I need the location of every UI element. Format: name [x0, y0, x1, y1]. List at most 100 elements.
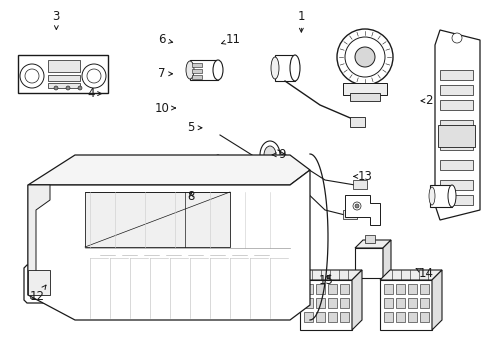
Bar [190, 60, 218, 80]
Polygon shape [28, 185, 50, 295]
Bar [48, 75, 80, 81]
Bar [192, 69, 202, 73]
Bar [350, 117, 365, 127]
Text: 10: 10 [154, 102, 175, 114]
Circle shape [116, 174, 128, 186]
Bar [384, 298, 393, 308]
Text: 3: 3 [52, 10, 60, 30]
Ellipse shape [260, 141, 280, 169]
Bar [396, 312, 405, 322]
Circle shape [119, 177, 125, 183]
Bar [396, 284, 405, 294]
Circle shape [115, 194, 118, 197]
Polygon shape [380, 270, 442, 280]
Text: 6: 6 [158, 33, 172, 46]
Text: 9: 9 [272, 148, 286, 161]
Bar [18, 55, 108, 93]
Bar [420, 312, 429, 322]
Circle shape [20, 64, 44, 88]
Bar [340, 284, 349, 294]
Text: 14: 14 [416, 267, 434, 280]
Polygon shape [300, 280, 352, 330]
Bar [340, 298, 349, 308]
Bar [48, 60, 80, 72]
Polygon shape [300, 270, 362, 280]
Bar [408, 298, 417, 308]
Polygon shape [345, 195, 380, 225]
Bar [384, 284, 393, 294]
Bar [28, 270, 50, 295]
Polygon shape [432, 270, 442, 330]
Bar [328, 312, 337, 322]
Bar [440, 85, 473, 95]
Bar [440, 180, 473, 190]
Circle shape [452, 33, 462, 43]
Bar [353, 180, 367, 189]
Circle shape [122, 194, 124, 197]
Polygon shape [383, 240, 391, 278]
Bar [192, 63, 202, 67]
Circle shape [337, 29, 393, 85]
Text: 2: 2 [421, 94, 433, 107]
Ellipse shape [448, 185, 456, 207]
Bar [328, 298, 337, 308]
Ellipse shape [213, 155, 223, 177]
Bar [408, 312, 417, 322]
Bar [190, 155, 218, 177]
Polygon shape [355, 248, 383, 278]
Bar [408, 284, 417, 294]
Bar [430, 185, 452, 207]
Circle shape [66, 86, 70, 90]
Bar [34, 274, 78, 294]
Bar [275, 55, 295, 81]
Bar [396, 298, 405, 308]
Ellipse shape [271, 57, 279, 79]
Bar [420, 284, 429, 294]
Circle shape [345, 37, 385, 77]
Bar [112, 162, 133, 172]
Polygon shape [435, 30, 480, 220]
Text: 13: 13 [354, 170, 372, 183]
Bar [384, 312, 393, 322]
Bar [440, 120, 473, 130]
Bar [190, 225, 220, 249]
Bar [440, 140, 473, 150]
Circle shape [25, 69, 39, 83]
Bar [192, 75, 202, 79]
Circle shape [78, 86, 82, 90]
Bar [440, 70, 473, 80]
Ellipse shape [214, 225, 226, 249]
Polygon shape [24, 265, 90, 303]
Ellipse shape [203, 227, 217, 247]
Polygon shape [352, 270, 362, 330]
Circle shape [355, 47, 375, 67]
Ellipse shape [186, 61, 194, 79]
Polygon shape [28, 155, 310, 185]
Text: 15: 15 [318, 274, 333, 287]
Bar [44, 257, 64, 267]
Text: 4: 4 [87, 87, 101, 100]
Ellipse shape [290, 55, 300, 81]
Text: 11: 11 [221, 33, 240, 46]
Bar [110, 160, 135, 198]
Bar [316, 298, 325, 308]
Text: 7: 7 [158, 67, 172, 80]
Bar [316, 312, 325, 322]
Bar [440, 100, 473, 110]
Bar [30, 270, 82, 298]
Bar [420, 298, 429, 308]
Polygon shape [28, 170, 310, 320]
Bar [113, 190, 132, 196]
Ellipse shape [213, 60, 223, 80]
Circle shape [353, 202, 361, 210]
Bar [343, 83, 387, 95]
Bar [350, 93, 380, 101]
Circle shape [128, 194, 131, 197]
Bar [304, 312, 313, 322]
Bar [438, 125, 475, 147]
Ellipse shape [185, 226, 195, 248]
Bar [440, 195, 473, 205]
Bar [440, 160, 473, 170]
Bar [304, 284, 313, 294]
Circle shape [54, 86, 58, 90]
